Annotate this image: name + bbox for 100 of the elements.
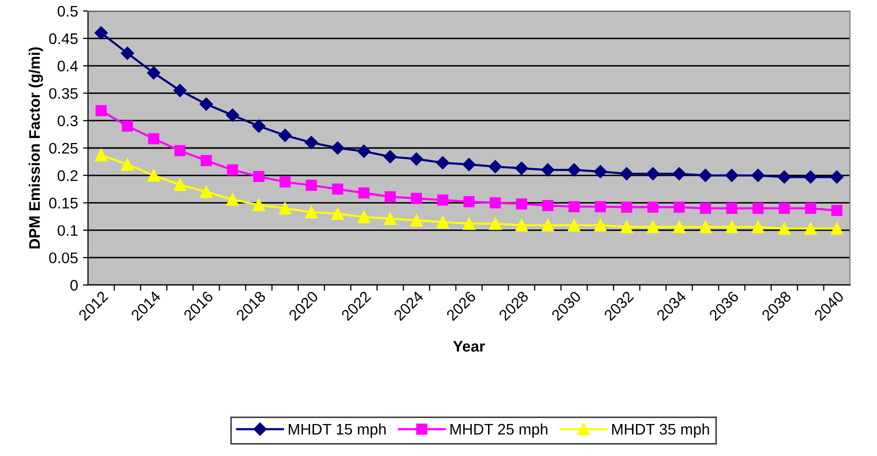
- point: [542, 200, 554, 212]
- point: [252, 119, 266, 133]
- point: [674, 202, 685, 213]
- point: [490, 197, 501, 208]
- point: [384, 150, 397, 164]
- point: [725, 168, 738, 182]
- point: [831, 204, 842, 216]
- point: [331, 208, 344, 220]
- y-tick-label: 0.5: [58, 6, 78, 17]
- point: [594, 164, 607, 178]
- point: [463, 196, 475, 208]
- point: [620, 167, 634, 180]
- point: [647, 202, 658, 213]
- point: [436, 156, 450, 170]
- point: [96, 105, 107, 116]
- point: [410, 214, 423, 227]
- y-tick-label: 0: [70, 280, 78, 291]
- point: [200, 98, 213, 111]
- point: [778, 222, 791, 235]
- point: [253, 170, 264, 182]
- y-tick-label: 0.25: [49, 142, 78, 154]
- point: [226, 193, 239, 206]
- x-axis-title: Year: [453, 341, 485, 352]
- point: [147, 169, 160, 182]
- point: [358, 187, 370, 198]
- point: [830, 170, 844, 184]
- point: [488, 160, 502, 174]
- point: [726, 202, 738, 214]
- point: [148, 133, 160, 144]
- point: [646, 167, 660, 180]
- point: [304, 136, 318, 150]
- point: [516, 198, 528, 210]
- point: [752, 202, 764, 214]
- point: [122, 120, 133, 132]
- point: [621, 202, 632, 213]
- point: [226, 108, 240, 122]
- point: [121, 158, 134, 171]
- point: [804, 222, 817, 235]
- point: [332, 184, 344, 195]
- y-tick-label: 0.45: [49, 33, 78, 44]
- point: [173, 84, 187, 98]
- y-tick-label: 0.2: [58, 170, 78, 182]
- point: [410, 152, 424, 166]
- point: [94, 148, 108, 162]
- point: [805, 202, 816, 214]
- point: [672, 220, 686, 234]
- point: [542, 219, 554, 232]
- y-tick-label: 0.05: [49, 252, 78, 264]
- legend-label: MHDT 25 mph: [450, 423, 548, 438]
- point: [384, 191, 396, 202]
- point: [778, 202, 790, 214]
- point: [200, 155, 212, 166]
- point: [541, 163, 554, 177]
- y-tick-label: 0.1: [58, 225, 78, 236]
- point: [174, 178, 186, 191]
- point: [306, 180, 317, 191]
- point: [804, 170, 818, 184]
- point: [514, 162, 528, 175]
- point: [620, 220, 633, 234]
- point: [437, 194, 448, 206]
- point: [357, 144, 370, 158]
- point: [594, 201, 606, 212]
- legend-label: MHDT 15 mph: [288, 423, 386, 438]
- point: [358, 210, 370, 224]
- point: [568, 201, 580, 212]
- point: [252, 198, 266, 212]
- point: [200, 186, 212, 198]
- point: [594, 219, 607, 232]
- point: [94, 26, 108, 40]
- y-tick-label: 0.4: [58, 60, 78, 72]
- point: [568, 219, 580, 232]
- point: [280, 176, 291, 188]
- point: [699, 220, 712, 234]
- point: [462, 158, 476, 172]
- point: [278, 128, 292, 142]
- point: [646, 220, 660, 234]
- point: [751, 168, 765, 182]
- point: [672, 167, 686, 180]
- point: [174, 145, 186, 156]
- point: [698, 168, 712, 182]
- point: [778, 170, 791, 184]
- point: [226, 164, 238, 176]
- point: [278, 202, 292, 215]
- point: [305, 206, 318, 218]
- legend-label: MHDT 35 mph: [612, 423, 710, 438]
- y-axis-title: DPM Emission Factor (g/mi): [28, 47, 43, 248]
- y-tick-label: 0.3: [58, 115, 78, 126]
- point: [147, 66, 160, 80]
- point: [489, 217, 502, 230]
- point: [436, 216, 449, 228]
- y-tick-label: 0.35: [49, 88, 78, 99]
- y-tick-label: 0.15: [49, 198, 78, 208]
- point: [462, 217, 476, 230]
- point: [700, 202, 712, 214]
- point: [515, 219, 528, 232]
- point: [752, 220, 764, 234]
- point: [726, 220, 738, 234]
- point: [568, 163, 581, 177]
- point: [410, 192, 422, 204]
- point: [830, 222, 844, 235]
